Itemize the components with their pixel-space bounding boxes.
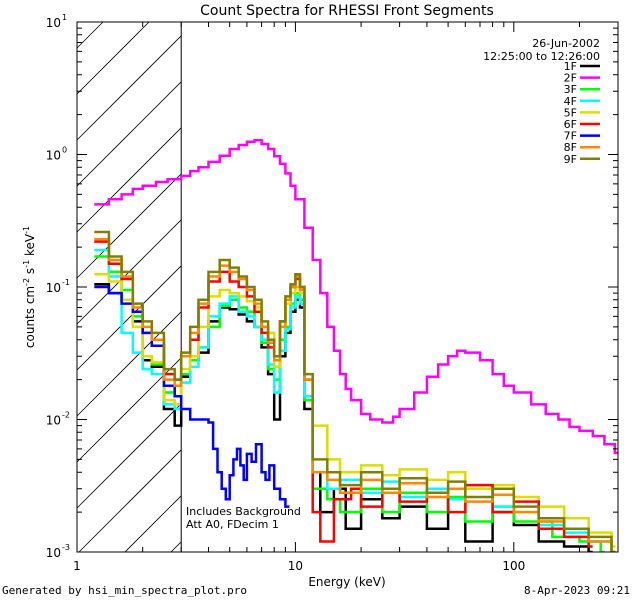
y-tick-label: 10 [46,281,61,295]
hatch-lines [76,21,182,553]
legend-label: 7F [564,130,577,143]
y-label-part: s [23,268,37,278]
y-tick-exponent: 0 [62,146,67,155]
timestamp-label: 8-Apr-2023 09:21 [524,584,630,597]
series-line-7f [94,285,290,508]
legend-label: 6F [564,118,577,131]
y-tick-label: 10 [46,16,61,30]
legend-label: 9F [564,153,577,166]
y-label-exponent: -2 [22,278,31,286]
y-tick-exponent: 1 [62,13,67,22]
series-line-2f [94,139,618,455]
date-label: 26-Jun-2002 [532,37,600,50]
legend-label: 5F [564,106,577,119]
chart-title: Count Spectra for RHESSI Front Segments [200,3,494,19]
series-line-6f [94,240,593,548]
legend-label: 3F [564,83,577,96]
time-range-label: 12:25:00 to 12:26:00 [483,50,600,63]
legend-label: 8F [564,141,577,154]
annotation-attenuator: Att A0, FDecim 1 [186,518,279,531]
legend-label: 1F [564,60,577,73]
axis-ticks [76,21,619,553]
x-tick-label: 1 [73,559,81,573]
x-tick-label: 10 [288,559,303,573]
series-line-9f [94,230,616,552]
hatched-region [76,21,182,553]
y-tick-exponent: -2 [62,411,70,420]
legend-label: 4F [564,95,577,108]
x-axis-label: Energy (keV) [308,575,385,589]
series-line-1f [94,282,593,552]
x-tick-label: 100 [502,559,525,573]
y-tick-label: 10 [46,149,61,163]
generated-by-label: Generated by hsi_min_spectra_plot.pro [2,584,248,597]
series-lines [94,139,618,552]
y-label-exponent: -1 [22,226,31,234]
y-tick-exponent: -3 [62,543,70,552]
y-tick-label: 10 [46,414,61,428]
y-label-exponent: -1 [22,260,31,268]
y-label-part: counts cm [23,286,37,348]
y-tick-label: 10 [46,546,61,560]
legend-label: 2F [564,72,577,85]
y-tick-exponent: -1 [62,278,70,287]
chart-text: Count Spectra for RHESSI Front Segments … [22,3,600,589]
tick-marks [76,21,619,553]
annotation-background: Includes Background [186,505,301,518]
y-axis-label: counts cm-2 s-1 keV-1 [22,226,37,348]
y-label-part: keV [23,233,37,260]
